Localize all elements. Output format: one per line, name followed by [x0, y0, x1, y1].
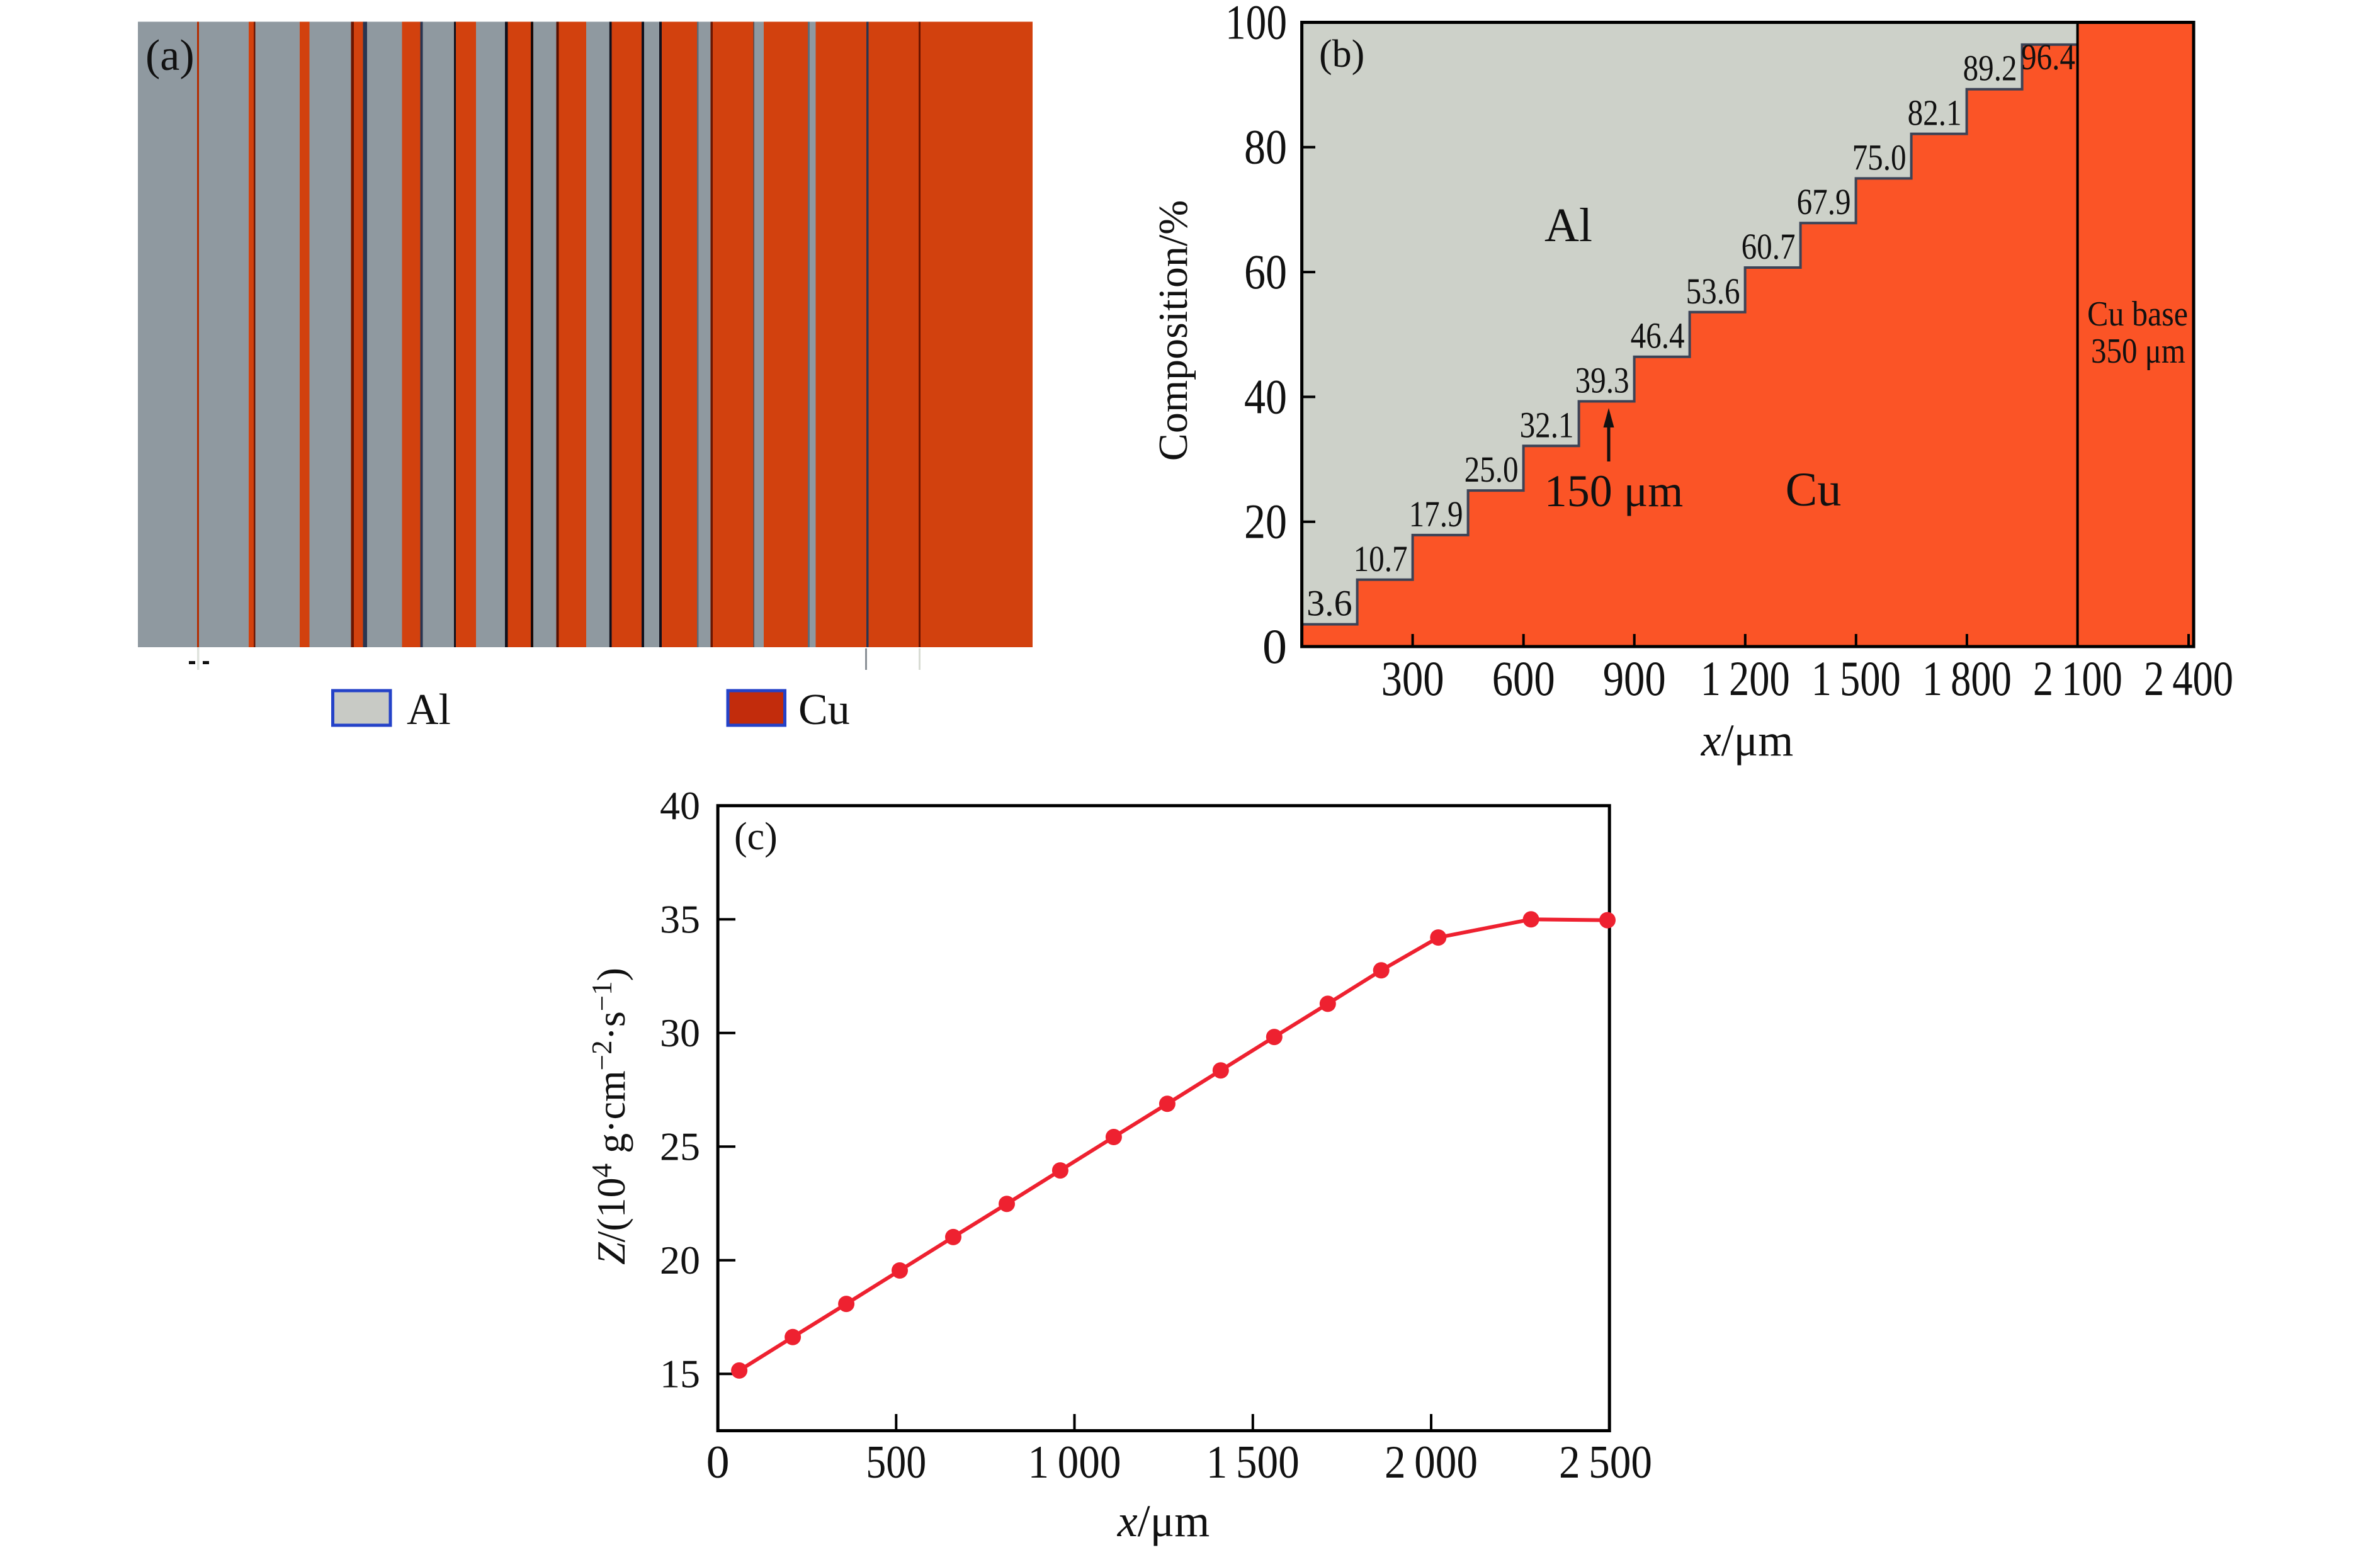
svg-text:x/μm: x/μm	[1117, 1496, 1210, 1546]
svg-text:60.7: 60.7	[1742, 226, 1796, 267]
svg-text:53.6: 53.6	[1686, 271, 1740, 312]
svg-text:900: 900	[1603, 651, 1666, 706]
svg-text:25: 25	[660, 1124, 700, 1168]
svg-text:Cu: Cu	[798, 686, 850, 734]
svg-text:(a): (a)	[145, 31, 195, 80]
svg-text:Cu base: Cu base	[2087, 295, 2188, 334]
svg-text:0: 0	[706, 1437, 730, 1488]
svg-text:150 μm: 150 μm	[1544, 466, 1684, 516]
svg-text:1 200: 1 200	[1701, 651, 1790, 706]
svg-text:Composition/%: Composition/%	[1150, 200, 1196, 461]
svg-text:600: 600	[1492, 651, 1555, 706]
svg-text:30: 30	[660, 1010, 700, 1055]
svg-text:500: 500	[866, 1437, 926, 1488]
svg-text:20: 20	[1244, 494, 1287, 549]
svg-text:40: 40	[1244, 369, 1287, 424]
svg-text:3.6: 3.6	[1306, 583, 1352, 624]
svg-text:100: 100	[1225, 0, 1287, 49]
svg-text:2 500: 2 500	[1559, 1437, 1652, 1488]
svg-text:96.4: 96.4	[2021, 37, 2075, 77]
svg-text:0: 0	[1262, 619, 1287, 674]
svg-text:10.7: 10.7	[1354, 538, 1408, 579]
svg-text:x/μm: x/μm	[1701, 715, 1794, 766]
svg-text:35: 35	[660, 897, 700, 941]
svg-text:25.0: 25.0	[1465, 449, 1519, 490]
svg-text:Al: Al	[1544, 199, 1592, 252]
svg-text:Z/(104 g·cm−2·s−1): Z/(104 g·cm−2·s−1)	[586, 968, 633, 1265]
svg-text:32.1: 32.1	[1520, 404, 1574, 445]
svg-text:20: 20	[660, 1238, 700, 1282]
svg-text:15: 15	[660, 1351, 700, 1396]
svg-text:60: 60	[1244, 244, 1287, 299]
svg-text:2 400: 2 400	[2144, 651, 2233, 706]
svg-text:39.3: 39.3	[1575, 360, 1629, 401]
svg-text:1 800: 1 800	[1922, 651, 2012, 706]
svg-text:75.0: 75.0	[1852, 137, 1907, 178]
svg-text:17.9: 17.9	[1409, 494, 1463, 535]
svg-text:40: 40	[660, 783, 700, 828]
svg-text:Al: Al	[407, 686, 451, 734]
svg-text:89.2: 89.2	[1963, 48, 2017, 89]
svg-text:300: 300	[1381, 651, 1444, 706]
svg-text:2 000: 2 000	[1385, 1437, 1478, 1488]
svg-text:67.9: 67.9	[1797, 181, 1851, 222]
svg-text:82.1: 82.1	[1908, 93, 1962, 133]
svg-text:46.4: 46.4	[1631, 315, 1685, 356]
svg-text:1 500: 1 500	[1206, 1437, 1300, 1488]
svg-text:1 500: 1 500	[1811, 651, 1901, 706]
svg-text:80: 80	[1244, 120, 1287, 174]
svg-text:(c): (c)	[734, 815, 778, 858]
svg-text:350 μm: 350 μm	[2091, 332, 2185, 371]
svg-text:2 100: 2 100	[2033, 651, 2122, 706]
svg-text:(b): (b)	[1319, 33, 1364, 76]
svg-text:Cu: Cu	[1786, 463, 1842, 516]
svg-text:1 000: 1 000	[1028, 1437, 1121, 1488]
